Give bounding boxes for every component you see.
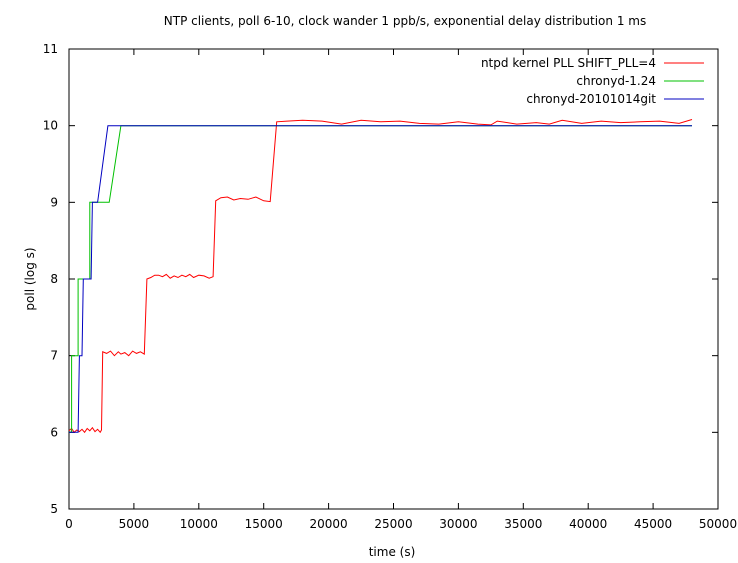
x-tick-label: 20000 [310, 517, 348, 531]
x-tick-label: 25000 [374, 517, 412, 531]
legend-label-3: chronyd-20101014git [526, 92, 656, 106]
y-tick-label: 8 [50, 272, 58, 286]
x-tick-label: 5000 [119, 517, 150, 531]
y-axis-label: poll (log s) [23, 247, 37, 310]
x-tick-label: 0 [65, 517, 73, 531]
x-tick-label: 40000 [569, 517, 607, 531]
series-line-2 [69, 125, 692, 433]
legend-label-1: ntpd kernel PLL SHIFT_PLL=4 [481, 56, 656, 70]
y-tick-label: 11 [43, 42, 58, 56]
series-line-3 [69, 125, 692, 433]
series-line-1 [68, 119, 693, 434]
x-tick-label: 50000 [699, 517, 737, 531]
plot-border [68, 48, 719, 510]
x-tick-label: 15000 [245, 517, 283, 531]
y-tick-label: 10 [43, 119, 58, 133]
x-tick-label: 35000 [504, 517, 542, 531]
y-tick-label: 6 [50, 425, 58, 439]
y-tick-label: 5 [50, 502, 58, 516]
y-tick-label: 9 [50, 195, 58, 209]
y-tick-label: 7 [50, 349, 58, 363]
x-tick-label: 45000 [634, 517, 672, 531]
x-tick-label: 10000 [180, 517, 218, 531]
x-tick-label: 30000 [439, 517, 477, 531]
chart-title: NTP clients, poll 6-10, clock wander 1 p… [164, 14, 646, 28]
x-axis-label: time (s) [369, 545, 416, 559]
legend-label-2: chronyd-1.24 [576, 74, 656, 88]
